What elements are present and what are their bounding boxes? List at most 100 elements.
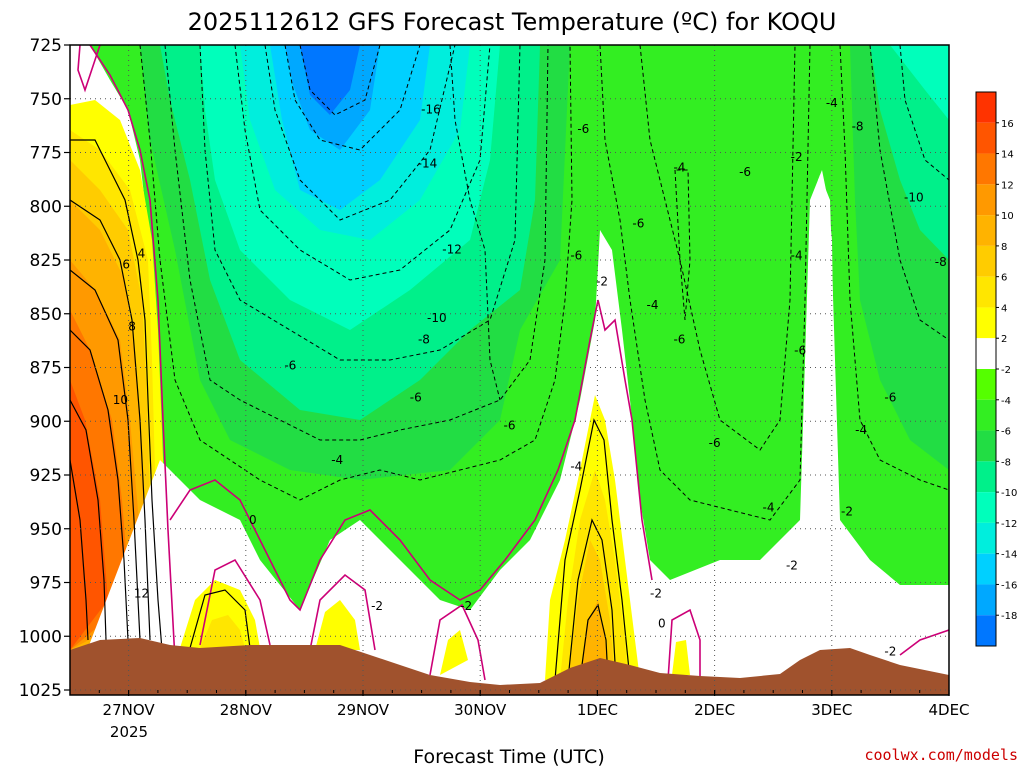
contour-label: -2 xyxy=(791,150,803,164)
contour-label: -4 xyxy=(673,161,685,175)
x-tick-label: 4DEC xyxy=(928,701,969,719)
x-tick-label: 28NOV xyxy=(220,701,273,719)
colorbar-label: -10 xyxy=(1001,488,1017,499)
contour-label: -4 xyxy=(791,249,803,263)
x-tick-label: 27NOV xyxy=(103,701,156,719)
x-tick-label: 1DEC xyxy=(577,701,618,719)
colorbar-label: -8 xyxy=(1001,457,1011,468)
x-tick-label: 30NOV xyxy=(454,701,507,719)
contour-label: -2 xyxy=(884,644,896,658)
contour-label: -2 xyxy=(596,275,608,289)
colorbar-swatch xyxy=(976,399,996,431)
y-tick-label: 950 xyxy=(30,520,62,540)
x-tick-label: 2DEC xyxy=(694,701,735,719)
contour-label: -6 xyxy=(709,436,721,450)
plot-area: -16-14-12-10-8-6-6-6-4 -4-2 -20-6-6-2-6-4-… xyxy=(70,45,949,695)
contour-label: -16 xyxy=(421,103,441,117)
grid-lines xyxy=(70,45,949,695)
y-tick-label: 775 xyxy=(30,144,62,164)
chart-title: 2025112612 GFS Forecast Temperature (ºC)… xyxy=(188,8,837,36)
colorbar-label: 2 xyxy=(1001,334,1007,345)
colorbar-label: 14 xyxy=(1001,150,1014,161)
colorbar-label: 6 xyxy=(1001,273,1007,284)
x-axis-label: Forecast Time (UTC) xyxy=(413,746,604,768)
contour-label: -6 xyxy=(673,333,685,347)
x-tick-label: 29NOV xyxy=(337,701,390,719)
contour-label: -4 xyxy=(826,96,838,110)
contour-label: -2 xyxy=(650,586,662,600)
contour-label: -4 xyxy=(855,423,867,437)
contour-label: -6 xyxy=(794,343,806,357)
contour-label: -8 xyxy=(852,120,864,134)
terrain-fill xyxy=(70,638,949,695)
contour-label: -4 xyxy=(763,500,775,514)
contour-label: -2 xyxy=(371,599,383,613)
colorbar-swatch xyxy=(976,276,996,308)
contour-label: 4 xyxy=(138,247,146,261)
y-tick-label: 850 xyxy=(30,305,62,325)
x-axis: 27NOV 28NOV 29NOV 30NOV 1DEC 2DEC 3DEC 4DEC xyxy=(69,690,970,719)
plot-frame xyxy=(69,44,950,696)
colorbar-swatch xyxy=(976,522,996,554)
contour-label: -14 xyxy=(418,156,438,170)
y-tick-label: 750 xyxy=(30,90,62,110)
contour-label: -6 xyxy=(504,419,516,433)
colorbar-label: 10 xyxy=(1001,211,1014,222)
credit-text: coolwx.com/models xyxy=(864,746,1018,764)
colorbar-swatch xyxy=(976,615,996,646)
colorbar-swatch xyxy=(976,307,996,339)
contour-label: -10 xyxy=(427,311,447,325)
contour-label: -6 xyxy=(632,216,644,230)
contour-label: -4 xyxy=(570,459,582,473)
contour-label: -4 xyxy=(646,298,658,312)
contour-label: -6 xyxy=(570,249,582,263)
colorbar: 16 14 12 10 8 6 4 2 -2 -4 -6 -8 -10 -12 -14 -16 -18 xyxy=(975,91,1017,647)
contour-label: 12 xyxy=(134,586,149,600)
contour-label: -6 xyxy=(284,358,296,372)
colorbar-swatch xyxy=(976,369,996,400)
y-axis: 725 750 775 800 825 850 875 900 925 950 975 1000 102… xyxy=(19,36,70,701)
colorbar-label: -12 xyxy=(1001,519,1017,530)
contour-label: -8 xyxy=(935,255,947,269)
colorbar-swatch xyxy=(976,153,996,185)
y-tick-label: 975 xyxy=(30,574,62,594)
contour-label: -6 xyxy=(739,165,751,179)
colorbar-swatch xyxy=(976,215,996,246)
contour-label: 6 xyxy=(122,257,130,271)
contour-label: -2 xyxy=(786,558,798,572)
x-tick-label: 3DEC xyxy=(811,701,852,719)
contour-label: -6 xyxy=(410,391,422,405)
colorbar-label: 16 xyxy=(1001,119,1014,130)
contour-label: 8 xyxy=(128,320,136,334)
colorbar-swatch xyxy=(976,553,996,585)
colorbar-swatch xyxy=(976,122,996,154)
y-tick-label: 825 xyxy=(30,251,62,271)
colorbar-label: -18 xyxy=(1001,611,1017,622)
colorbar-label: -16 xyxy=(1001,580,1017,591)
contour-labels: -16-14-12-10-8-6-6-6-4 -4-2 -20-6-6-2-6-4-… xyxy=(113,96,947,658)
contour-label: -6 xyxy=(884,391,896,405)
y-tick-label: 1025 xyxy=(19,681,62,701)
colorbar-swatch xyxy=(976,92,996,123)
y-tick-label: 900 xyxy=(30,412,62,432)
x-axis-sub-label: 2025 xyxy=(110,723,148,741)
colorbar-label: 4 xyxy=(1001,303,1007,314)
colorbar-label: 8 xyxy=(1001,242,1007,253)
contour-label: -2 xyxy=(460,599,472,613)
colorbar-label: -14 xyxy=(1001,550,1017,561)
colorbar-swatch xyxy=(976,584,996,616)
contour-label: -10 xyxy=(904,191,924,205)
colorbar-swatch xyxy=(976,338,996,369)
colorbar-label: -4 xyxy=(1001,396,1011,407)
colorbar-swatch xyxy=(976,184,996,216)
contour-label: -6 xyxy=(577,122,589,136)
contour-label: -12 xyxy=(442,242,462,256)
colorbar-swatch xyxy=(976,461,996,493)
colorbar-swatch xyxy=(976,245,996,277)
y-tick-label: 800 xyxy=(30,197,62,217)
contour-label: 0 xyxy=(658,616,666,630)
colorbar-label: -2 xyxy=(1001,365,1011,376)
y-tick-label: 875 xyxy=(30,359,62,379)
y-tick-label: 1000 xyxy=(19,627,62,647)
